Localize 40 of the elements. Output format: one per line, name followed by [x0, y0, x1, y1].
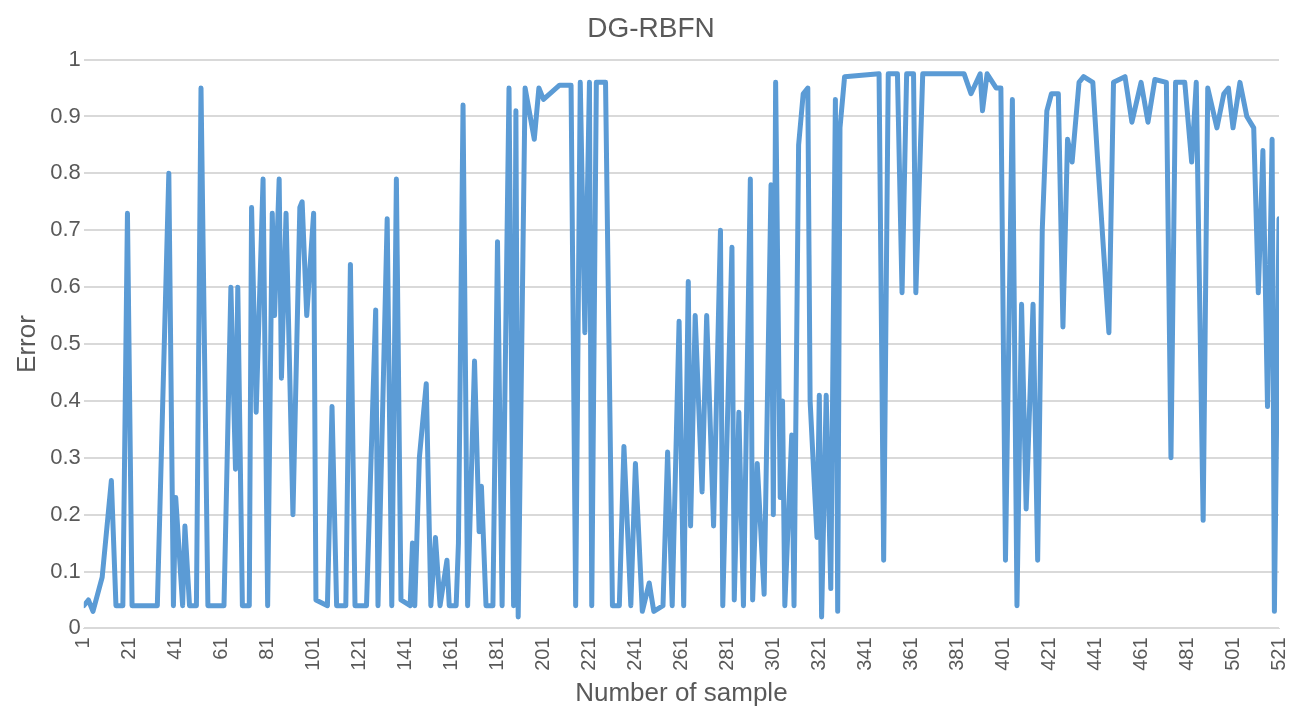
x-tick-label: 161	[439, 637, 462, 671]
y-tick-label: 0.3	[50, 443, 81, 469]
y-tick-label: 0.7	[50, 216, 81, 242]
x-tick-label: 241	[622, 637, 645, 671]
x-tick-label: 341	[852, 637, 875, 671]
chart-title: DG-RBFN	[587, 11, 715, 43]
x-tick-label: 461	[1128, 637, 1151, 671]
x-tick-label: 441	[1082, 637, 1105, 671]
x-tick-label: 301	[760, 637, 783, 671]
x-tick-label: 261	[668, 637, 691, 671]
x-axis-title: Number of sample	[575, 676, 788, 707]
x-tick-label: 221	[576, 637, 599, 671]
x-tick-label: 81	[255, 637, 278, 660]
x-tick-label: 381	[944, 637, 967, 671]
y-tick-label: 0	[68, 614, 81, 640]
x-tick-label: 181	[485, 637, 508, 671]
x-tick-label: 41	[163, 637, 186, 660]
x-tick-label: 421	[1036, 637, 1059, 671]
x-tick-label: 321	[806, 637, 829, 671]
y-tick-label: 0.4	[50, 386, 81, 412]
x-tick-label: 201	[531, 637, 553, 671]
y-axis-title: Error	[10, 314, 41, 373]
y-tick-label: 1	[68, 45, 81, 71]
x-tick-label: 481	[1174, 637, 1197, 671]
x-tick-label: 21	[117, 637, 140, 660]
y-tick-label: 0.9	[50, 102, 81, 128]
x-tick-label: 101	[301, 637, 324, 671]
x-tick-label: 521	[1266, 637, 1289, 671]
y-tick-label: 0.8	[50, 159, 81, 185]
x-tick-label: 61	[209, 637, 232, 660]
y-tick-label: 0.5	[50, 330, 81, 356]
x-tick-label: 501	[1220, 637, 1243, 671]
y-tick-label: 0.6	[50, 273, 81, 299]
x-tick-label: 141	[393, 637, 416, 671]
y-tick-label: 0.1	[50, 557, 81, 583]
y-tick-label: 0.2	[50, 500, 81, 526]
x-tick-label: 401	[990, 637, 1013, 671]
x-tick-label: 281	[714, 637, 737, 671]
x-tick-label: 121	[347, 637, 370, 671]
x-tick-label: 361	[898, 637, 921, 671]
